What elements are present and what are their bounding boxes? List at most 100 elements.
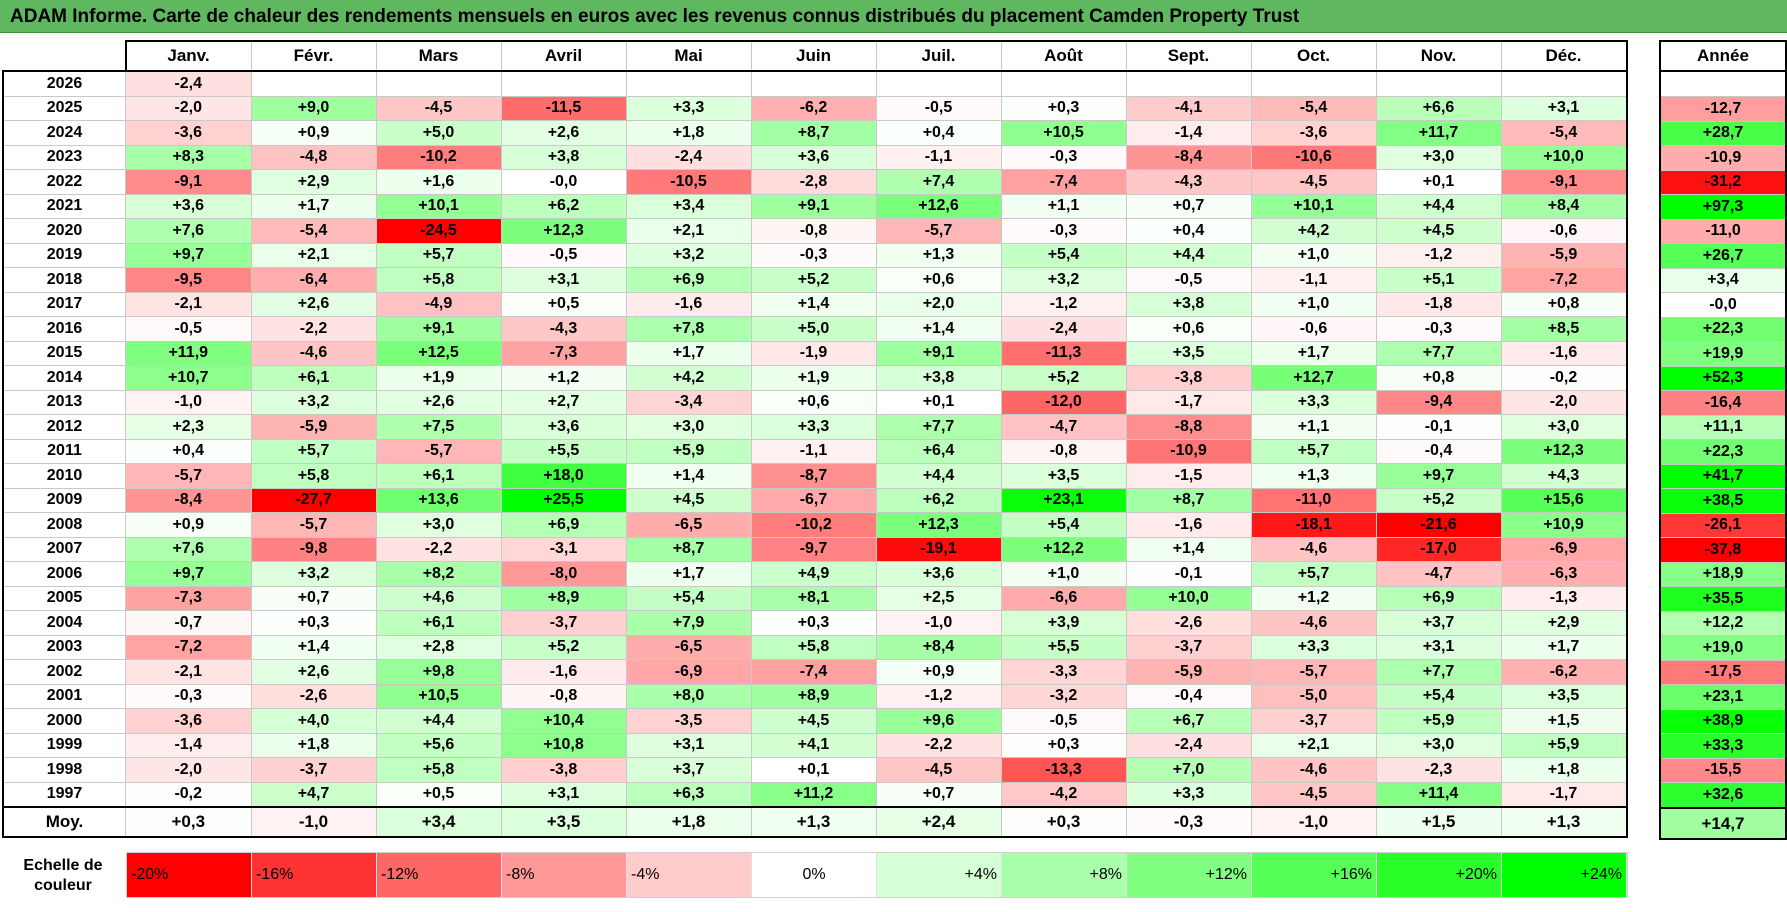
scale-swatch: +20% bbox=[1377, 853, 1502, 897]
heatmap-cell: +8,9 bbox=[500, 585, 627, 611]
heatmap-cell: +12,7 bbox=[1250, 365, 1377, 391]
heatmap-cell: -4,5 bbox=[1250, 781, 1377, 808]
heatmap-cell: +4,3 bbox=[1500, 463, 1628, 489]
heatmap-cell: +7,0 bbox=[1125, 757, 1252, 783]
heatmap-cell: +1,7 bbox=[625, 561, 752, 587]
scale-swatch: -16% bbox=[252, 853, 377, 897]
heatmap-cell: +4,2 bbox=[625, 365, 752, 391]
year-label: 2023 bbox=[2, 144, 126, 170]
heatmap-cell: -0,4 bbox=[1375, 438, 1502, 464]
heatmap-cell: -0,1 bbox=[1125, 561, 1252, 587]
heatmap-cell: +3,8 bbox=[875, 365, 1002, 391]
annual-return-cell: +26,7 bbox=[1659, 243, 1787, 269]
average-cell: +1,5 bbox=[1375, 806, 1502, 838]
month-header-row: Janv. Févr. Mars Avril Mai Juin Juil. Août Sept.… bbox=[3, 40, 1628, 72]
heatmap-cell: +3,6 bbox=[125, 193, 252, 219]
heatmap-cell: +5,7 bbox=[375, 242, 502, 268]
heatmap-row: 2019 +9,7 +2,1 +5,7 -0,5 +3,2 -0,3 +1,3 +5,4 +4,4… bbox=[2, 242, 1628, 268]
heatmap-cell: -8,4 bbox=[1125, 144, 1252, 170]
average-cell: +2,4 bbox=[875, 806, 1002, 838]
heatmap-cell: +5,6 bbox=[375, 732, 502, 758]
heatmap-cell: -1,2 bbox=[1375, 242, 1502, 268]
heatmap-cell: +0,4 bbox=[1125, 218, 1252, 244]
heatmap-cell: -4,6 bbox=[1250, 757, 1377, 783]
heatmap-row: 2009 -8,4 -27,7 +13,6 +25,5 +4,5 -6,7 +6,2 +23,1… bbox=[2, 487, 1628, 513]
heatmap-cell: +0,9 bbox=[125, 512, 252, 538]
heatmap-cell: -12,0 bbox=[1000, 389, 1127, 415]
heatmap-cell: -4,8 bbox=[250, 144, 377, 170]
heatmap-cell: +3,5 bbox=[1000, 463, 1127, 489]
heatmap-cell: +12,6 bbox=[875, 193, 1002, 219]
heatmap-cell: -6,2 bbox=[1500, 659, 1628, 685]
heatmap-cell: +7,9 bbox=[625, 610, 752, 636]
heatmap-cell: +2,1 bbox=[1250, 732, 1377, 758]
heatmap-cell: +3,8 bbox=[500, 144, 627, 170]
heatmap-cell: -5,4 bbox=[250, 218, 377, 244]
heatmap-cell: -2,4 bbox=[1000, 316, 1127, 342]
heatmap-cell: -11,3 bbox=[1000, 340, 1127, 366]
heatmap-cell: +0,3 bbox=[750, 610, 877, 636]
scale-swatch: -20% bbox=[127, 853, 252, 897]
heatmap-cell: +3,7 bbox=[1375, 610, 1502, 636]
annual-return-cell: +52,3 bbox=[1659, 365, 1787, 391]
year-label: 2006 bbox=[2, 561, 126, 587]
heatmap-cell: -3,8 bbox=[500, 757, 627, 783]
heatmap-cell: +1,4 bbox=[1125, 536, 1252, 562]
heatmap-row: 2023 +8,3 -4,8 -10,2 +3,8 -2,4 +3,6 -1,1 -0,3 -8,… bbox=[2, 144, 1628, 170]
color-scale-label: Echelle de couleur bbox=[23, 857, 103, 894]
heatmap-cell: +10,9 bbox=[1500, 512, 1628, 538]
heatmap-row: 2024 -3,6 +0,9 +5,0 +2,6 +1,8 +8,7 +0,4 +10,5 -1,… bbox=[2, 120, 1628, 146]
heatmap-cell: -7,2 bbox=[125, 634, 252, 660]
year-label: 2001 bbox=[2, 683, 126, 709]
heatmap-cell: +8,3 bbox=[125, 144, 252, 170]
annual-return-cell: +38,9 bbox=[1659, 708, 1787, 734]
heatmap-cell: +0,4 bbox=[125, 438, 252, 464]
year-label: 2010 bbox=[2, 463, 126, 489]
heatmap-cell: +5,9 bbox=[625, 438, 752, 464]
annual-return-cell: -12,7 bbox=[1659, 96, 1787, 122]
heatmap-cell bbox=[875, 70, 1002, 97]
heatmap-cell: -2,0 bbox=[125, 95, 252, 121]
heatmap-cell: +11,7 bbox=[1375, 120, 1502, 146]
heatmap-cell: +6,3 bbox=[625, 781, 752, 808]
month-header-11: Nov. bbox=[1375, 40, 1502, 72]
heatmap-cell: -1,2 bbox=[875, 683, 1002, 709]
heatmap-cell: +6,1 bbox=[250, 365, 377, 391]
heatmap-cell: +2,0 bbox=[875, 291, 1002, 317]
heatmap-cell: +0,9 bbox=[875, 659, 1002, 685]
heatmap-cell: +3,0 bbox=[1375, 732, 1502, 758]
heatmap-row: 2021 +3,6 +1,7 +10,1 +6,2 +3,4 +9,1 +12,6 +1,1 +0… bbox=[2, 193, 1628, 219]
heatmap-cell: +3,1 bbox=[1500, 95, 1628, 121]
heatmap-cell: -6,3 bbox=[1500, 561, 1628, 587]
heatmap-cell: -27,7 bbox=[250, 487, 377, 513]
heatmap-cell: -3,7 bbox=[1125, 634, 1252, 660]
heatmap-cell: +12,3 bbox=[875, 512, 1002, 538]
heatmap-cell: -24,5 bbox=[375, 218, 502, 244]
year-label: 2022 bbox=[2, 169, 126, 195]
heatmap-cell: +0,6 bbox=[1125, 316, 1252, 342]
heatmap-cell: -3,3 bbox=[1000, 659, 1127, 685]
heatmap-cell: +8,4 bbox=[875, 634, 1002, 660]
heatmap-cell: +0,9 bbox=[250, 120, 377, 146]
heatmap-cell: +0,5 bbox=[375, 781, 502, 808]
heatmap-cell: +0,5 bbox=[500, 291, 627, 317]
heatmap-cell: -9,8 bbox=[250, 536, 377, 562]
heatmap-cell: +5,4 bbox=[625, 585, 752, 611]
heatmap-cell: -4,2 bbox=[1000, 781, 1127, 808]
heatmap-cell: +1,4 bbox=[875, 316, 1002, 342]
heatmap-row: 2022 -9,1 +2,9 +1,6 -0,0 -10,5 -2,8 +7,4 -7,4 -4,… bbox=[2, 169, 1628, 195]
annual-return-cell: +11,1 bbox=[1659, 414, 1787, 440]
heatmap-cell: +10,0 bbox=[1500, 144, 1628, 170]
heatmap-cell: -2,0 bbox=[125, 757, 252, 783]
heatmap-cell: -2,6 bbox=[250, 683, 377, 709]
annual-return-cell: +12,2 bbox=[1659, 610, 1787, 636]
heatmap-cell: +3,9 bbox=[1000, 610, 1127, 636]
heatmap-cell: -2,1 bbox=[125, 659, 252, 685]
heatmap-cell: +4,0 bbox=[250, 708, 377, 734]
heatmap-cell: -5,0 bbox=[1250, 683, 1377, 709]
heatmap-cell: +5,8 bbox=[250, 463, 377, 489]
heatmap-cell: +3,3 bbox=[1250, 389, 1377, 415]
heatmap-cell: -5,4 bbox=[1250, 95, 1377, 121]
annual-return-cell: -16,4 bbox=[1659, 390, 1787, 416]
heatmap-cell: -9,7 bbox=[750, 536, 877, 562]
